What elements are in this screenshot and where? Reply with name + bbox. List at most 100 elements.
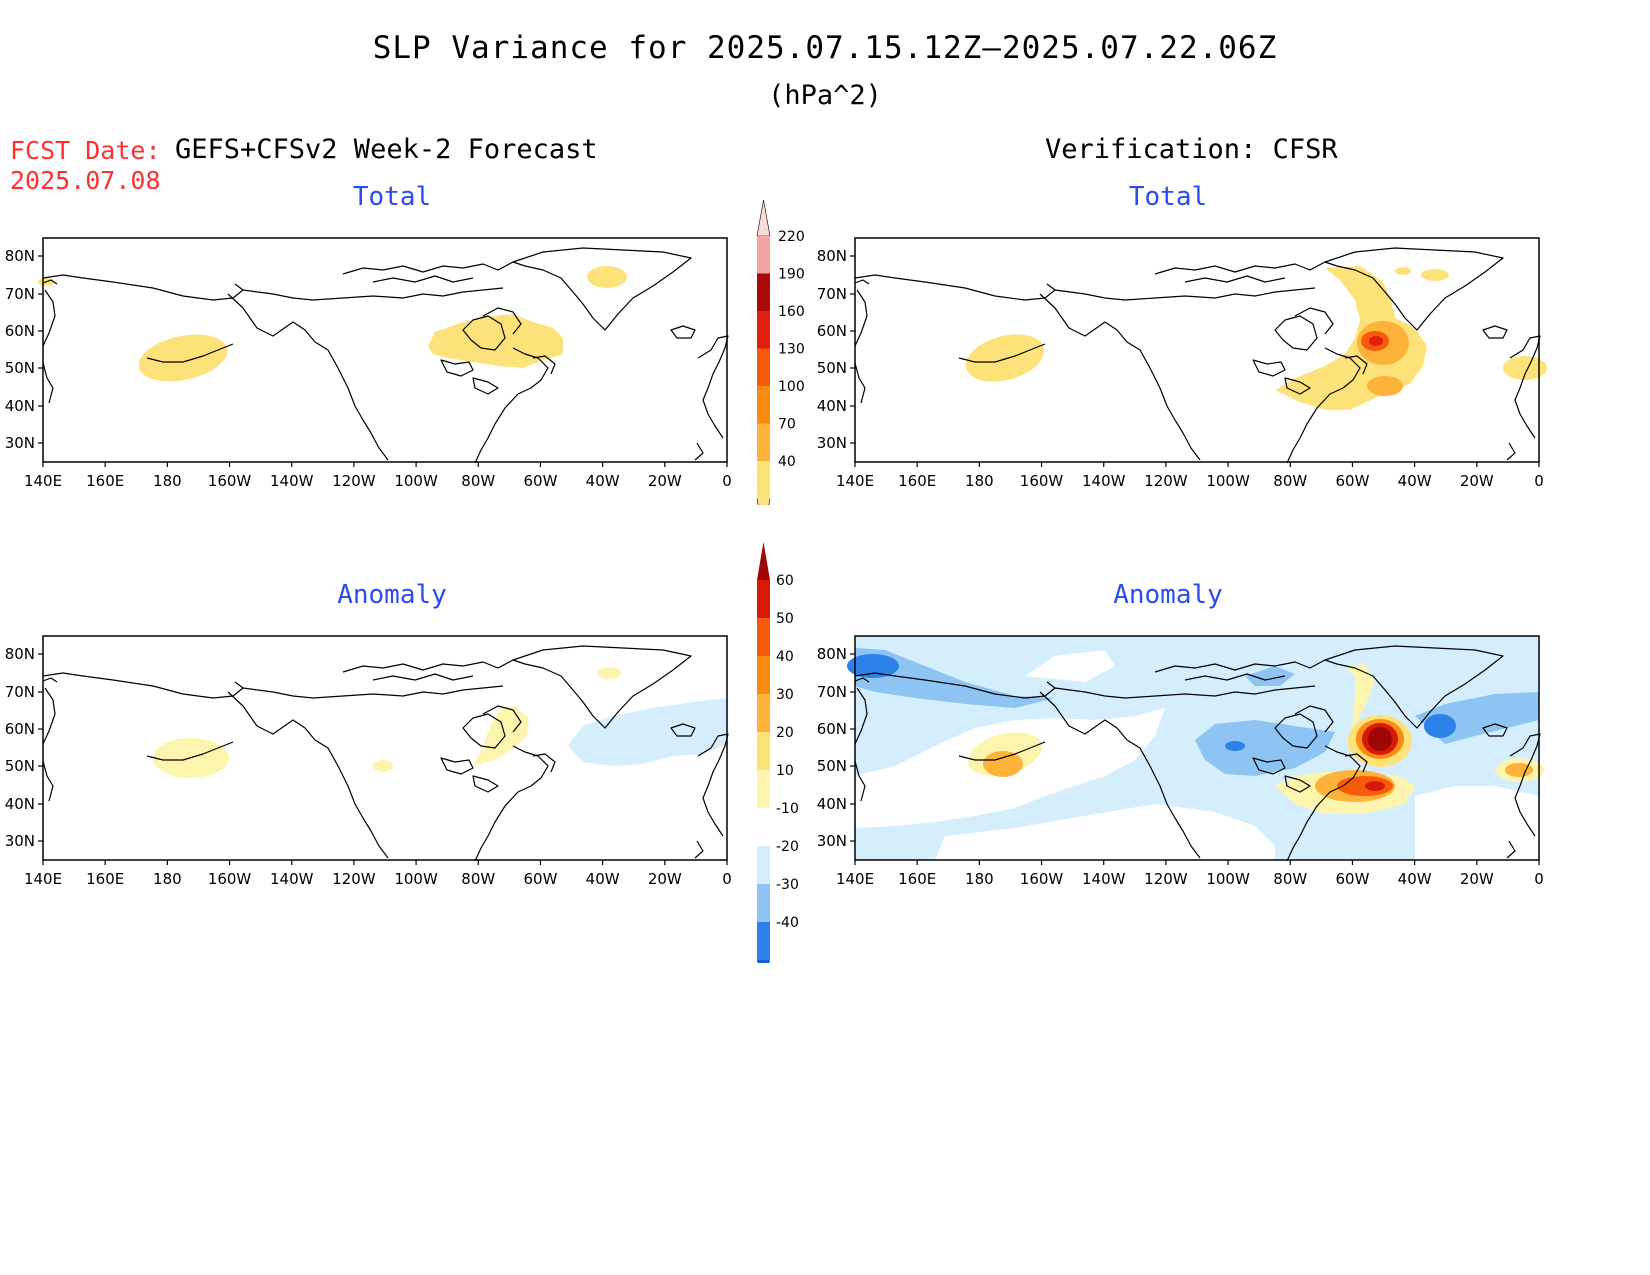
lon-tick-label: 180 (965, 870, 994, 888)
lon-tick-label: 100W (394, 472, 438, 490)
lon-tick-label: 160E (86, 870, 124, 888)
lon-tick-label: 120W (332, 472, 376, 490)
verification-anomaly-title: Anomaly (1113, 580, 1223, 610)
colorbar-level: 130 (778, 342, 805, 358)
lon-tick-label: 160W (1020, 870, 1064, 888)
verification-anomaly-axes: 80N 70N 60N 50N 40N 30N 140E 160E 180 160W 140W 120… (817, 645, 1544, 888)
colorbar-swatch (757, 423, 770, 461)
variance-shading (965, 266, 1547, 410)
lat-tick-label: 40N (5, 397, 35, 415)
colorbar-level: 40 (776, 649, 794, 665)
lon-tick-label: 160W (208, 472, 252, 490)
lat-tick-label: 60N (5, 322, 35, 340)
lon-tick-label: 60W (1335, 472, 1369, 490)
lon-tick-label: 100W (394, 870, 438, 888)
colorbar-level: -10 (776, 801, 799, 817)
colorbar-swatch (757, 770, 770, 808)
lat-tick-label: 50N (817, 359, 847, 377)
lon-tick-label: 40W (586, 870, 620, 888)
lon-tick-label: 0 (722, 870, 732, 888)
lon-tick-label: 60W (1335, 870, 1369, 888)
forecast-anomaly-axes: 80N 70N 60N 50N 40N 30N 140E 160E 180 160W 140W 120… (5, 645, 732, 888)
lon-tick-label: 140W (1082, 472, 1126, 490)
lon-tick-label: 100W (1206, 472, 1250, 490)
units-label: (hPa^2) (768, 80, 882, 111)
lon-tick-label: 100W (1206, 870, 1250, 888)
lon-tick-label: 60W (523, 472, 557, 490)
lat-tick-label: 70N (817, 285, 847, 303)
lon-tick-label: 0 (1534, 472, 1544, 490)
forecast-anomaly-title: Anomaly (337, 580, 447, 610)
lat-tick-label: 30N (5, 434, 35, 452)
colorbar-level: -40 (776, 915, 799, 931)
colorbar-level: 100 (778, 379, 805, 395)
lon-tick-label: 140E (24, 870, 62, 888)
colorbar-swatch (757, 311, 770, 349)
lat-tick-label: 30N (817, 434, 847, 452)
lon-tick-label: 140E (24, 472, 62, 490)
colorbar-level: 50 (776, 611, 794, 627)
lon-tick-label: 20W (1460, 472, 1494, 490)
variance-shading (38, 266, 627, 382)
lon-tick-label: 120W (1144, 472, 1188, 490)
lon-tick-label: 20W (1460, 870, 1494, 888)
lon-tick-label: 140W (270, 870, 314, 888)
fcst-date-label: FCST Date: (10, 136, 161, 165)
lon-tick-label: 140W (270, 472, 314, 490)
colorbar-level: 20 (776, 725, 794, 741)
colorbar-level: 10 (776, 763, 794, 779)
forecast-heading: GEFS+CFSv2 Week-2 Forecast (175, 134, 598, 165)
lon-tick-label: 160E (86, 472, 124, 490)
lat-tick-label: 50N (5, 757, 35, 775)
lon-tick-label: 80W (1273, 472, 1307, 490)
fcst-date-value: 2025.07.08 (10, 166, 161, 195)
colorbar-swatch (757, 732, 770, 770)
lon-tick-label: 160E (898, 472, 936, 490)
colorbar-cap-bottom (756, 498, 771, 505)
lat-tick-label: 70N (817, 683, 847, 701)
forecast-anomaly-map: 80N 70N 60N 50N 40N 30N 140E 160E 180 160W 140W 120… (5, 635, 732, 888)
colorbar-swatch (757, 922, 770, 960)
lon-tick-label: 120W (332, 870, 376, 888)
lat-tick-label: 40N (5, 795, 35, 813)
lat-tick-label: 60N (817, 720, 847, 738)
forecast-total-axes: 80N 70N 60N 50N 40N 30N 140E 160E 180 160W 140W 120… (5, 247, 732, 490)
anomaly-colorbar: 60 50 40 30 20 10 -10 -20 -30 -40 (757, 542, 799, 963)
colorbar-cap-bottom (757, 960, 770, 963)
lat-tick-label: 60N (817, 322, 847, 340)
verification-heading: Verification: CFSR (1045, 134, 1338, 165)
colorbar-swatch (757, 618, 770, 656)
colorbar-level: 190 (778, 267, 805, 283)
lon-tick-label: 120W (1144, 870, 1188, 888)
lon-tick-label: 0 (722, 472, 732, 490)
lon-tick-label: 140E (836, 472, 874, 490)
colorbar-swatch (757, 461, 770, 499)
lat-tick-label: 80N (5, 645, 35, 663)
lon-tick-label: 0 (1534, 870, 1544, 888)
verification-total-axes: 80N 70N 60N 50N 40N 30N 140E 160E 180 160W 140W 120… (817, 247, 1544, 490)
lat-tick-label: 80N (5, 247, 35, 265)
lon-tick-label: 140E (836, 870, 874, 888)
lon-tick-label: 160W (1020, 472, 1064, 490)
colorbar-swatch (757, 656, 770, 694)
lon-tick-label: 160E (898, 870, 936, 888)
lat-tick-label: 30N (817, 832, 847, 850)
lon-tick-label: 40W (1398, 472, 1432, 490)
colorbar-swatch (757, 348, 770, 386)
lon-tick-label: 160W (208, 870, 252, 888)
colorbar-cap-top (756, 199, 771, 237)
verification-total-title: Total (1128, 182, 1208, 212)
colorbar-level: 60 (776, 573, 794, 589)
lon-tick-label: 40W (586, 472, 620, 490)
colorbar-level: 220 (778, 229, 805, 245)
lat-tick-label: 80N (817, 247, 847, 265)
colorbar-level: -30 (776, 877, 799, 893)
lat-tick-label: 50N (5, 359, 35, 377)
colorbar-swatch (757, 580, 770, 618)
figure-title: SLP Variance for 2025.07.15.12Z—2025.07.… (372, 30, 1278, 66)
lon-tick-label: 180 (965, 472, 994, 490)
lat-tick-label: 70N (5, 683, 35, 701)
colorbar-swatch (757, 884, 770, 922)
colorbar-level: 30 (776, 687, 794, 703)
lat-tick-label: 30N (5, 832, 35, 850)
